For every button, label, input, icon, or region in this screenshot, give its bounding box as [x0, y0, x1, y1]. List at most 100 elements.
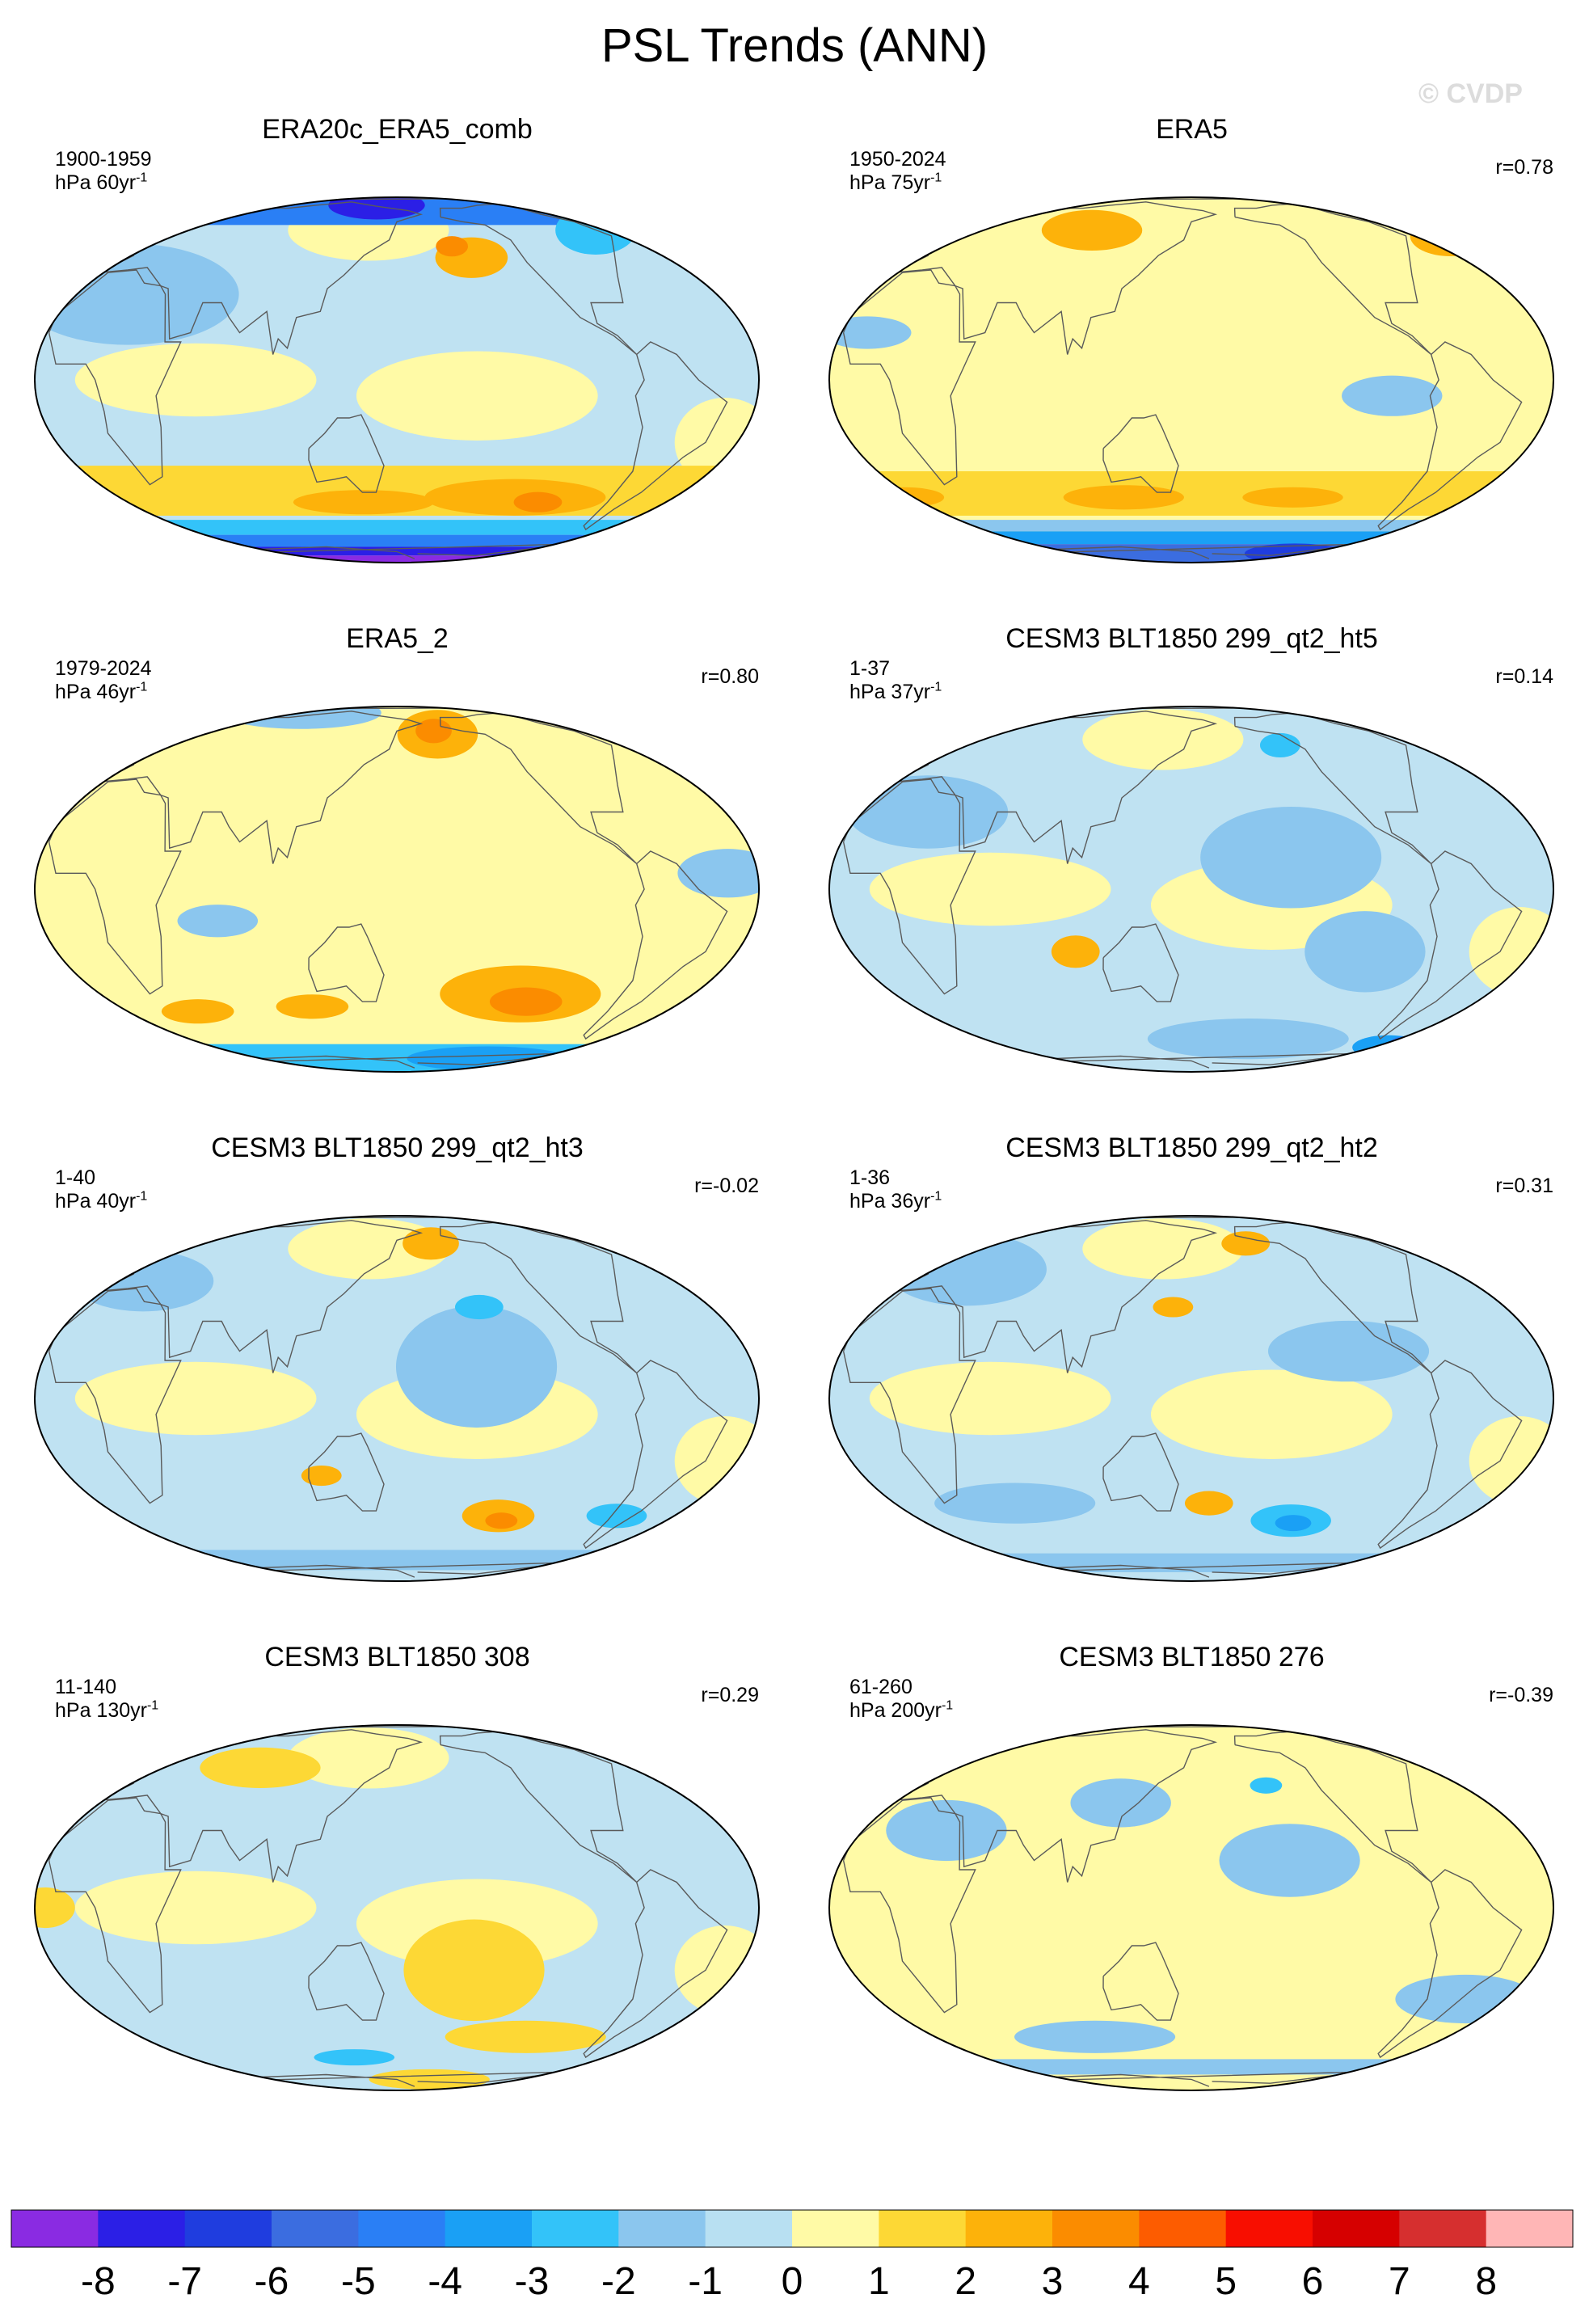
coastline — [583, 1869, 728, 2059]
trend-contour — [200, 1747, 321, 1788]
map-panel: CESM3 BLT1850 299_qt2_ht3 1-40 hPa 40yr-1 r… — [0, 1132, 794, 1643]
trend-contour — [886, 1799, 1007, 1862]
cvdp-watermark: © CVDP — [1418, 78, 1523, 109]
trend-band — [829, 520, 1553, 532]
colorbar-tick-label: 8 — [1475, 2260, 1497, 2303]
trend-contour — [445, 2020, 606, 2053]
pattern-correlation: r=0.80 — [701, 665, 759, 688]
colorbar-tick-label: 3 — [1042, 2260, 1064, 2303]
trend-contour — [436, 236, 469, 257]
world-map — [828, 1215, 1554, 1582]
trend-contour — [1352, 1035, 1425, 1060]
panel-years: 1-40 — [55, 1166, 96, 1189]
field-zone — [869, 852, 1111, 926]
panel-units: hPa 40yr-1 — [55, 1189, 147, 1213]
trend-contour — [1200, 806, 1382, 909]
colorbar-tick-label: 7 — [1389, 2260, 1410, 2303]
world-map — [34, 1724, 760, 2091]
field-zone — [1082, 709, 1244, 770]
world-map — [828, 1724, 1554, 2091]
trend-contour — [485, 1512, 518, 1529]
panel-units: hPa 36yr-1 — [849, 1189, 942, 1213]
units-text: hPa 37yr — [849, 681, 931, 703]
coastline — [1102, 923, 1179, 1002]
coastline — [308, 1942, 385, 2021]
trend-contour — [1041, 209, 1143, 251]
units-exponent: -1 — [930, 171, 942, 185]
pattern-correlation: r=0.14 — [1495, 665, 1553, 688]
field-zone — [674, 1925, 759, 2015]
field-zone — [869, 1361, 1111, 1436]
trend-contour — [934, 1483, 1096, 1524]
colorbar-cell — [11, 2210, 99, 2247]
colorbar: -8 -7 -6 -5 -4 -3 -2 -1 0 1 2 3 4 5 6 7 8 — [11, 2209, 1574, 2303]
pattern-correlation: r=0.29 — [701, 1684, 759, 1706]
map-panel: ERA20c_ERA5_comb 1900-1959 hPa 60yr-1 — [0, 113, 794, 624]
trend-contour — [885, 1232, 1047, 1306]
field-zone — [1150, 1369, 1393, 1459]
trend-band — [35, 555, 759, 563]
colorbar-tick-label: -2 — [601, 2260, 636, 2303]
trend-contour — [1153, 1297, 1194, 1318]
trend-contour — [276, 994, 349, 1019]
units-exponent: -1 — [136, 171, 148, 185]
colorbar-tick-label: -5 — [341, 2260, 376, 2303]
trend-contour — [1259, 732, 1300, 757]
trend-contour — [1410, 215, 1491, 257]
panel-title: CESM3 BLT1850 299_qt2_ht2 — [1005, 1132, 1378, 1163]
map-border — [34, 706, 760, 1073]
colorbar-cell — [879, 2210, 967, 2247]
colorbar-cell — [618, 2210, 706, 2247]
colorbar-tick-label: -4 — [428, 2260, 462, 2303]
units-text: hPa 75yr — [849, 171, 931, 194]
coastline — [1377, 341, 1523, 531]
colorbar-cell — [272, 2210, 359, 2247]
trend-contour — [1267, 1320, 1430, 1382]
units-exponent: -1 — [930, 1189, 942, 1204]
colorbar-cell — [1313, 2210, 1400, 2247]
colorbar-cell — [532, 2210, 619, 2247]
panel-title: CESM3 BLT1850 276 — [1059, 1642, 1325, 1672]
world-map — [828, 706, 1554, 1073]
field-zone — [356, 351, 598, 441]
map-border — [828, 196, 1554, 563]
units-text: hPa 40yr — [55, 1190, 137, 1213]
panel-title: ERA5 — [1156, 114, 1228, 145]
map-border — [828, 1724, 1554, 2091]
panel-years: 1979-2024 — [55, 657, 152, 680]
panel-title: CESM3 BLT1850 308 — [264, 1642, 530, 1672]
colorbar-tick-label: -1 — [688, 2260, 723, 2303]
colorbar-border — [11, 2209, 1574, 2248]
panel-units: hPa 37yr-1 — [849, 680, 942, 704]
colorbar-tick-label: 4 — [1128, 2260, 1150, 2303]
trend-contour — [1014, 2020, 1176, 2053]
trend-contour — [1221, 1231, 1271, 1256]
trend-contour — [1051, 935, 1100, 968]
colorbar-cell — [1139, 2210, 1227, 2247]
trend-band — [35, 520, 759, 535]
field-zone — [288, 1727, 449, 1789]
field-zone — [674, 1416, 759, 1506]
panel-years: 1-37 — [849, 657, 891, 680]
coastline — [48, 269, 182, 486]
field-zone — [1082, 1218, 1244, 1280]
map-panel: ERA5 1950-2024 hPa 75yr-1 r=0.78 — [794, 113, 1589, 624]
pattern-correlation: r=-0.02 — [694, 1175, 759, 1197]
field-background — [829, 1725, 1553, 2090]
trend-contour — [395, 1305, 558, 1428]
world-map — [34, 706, 760, 1073]
trend-contour — [1342, 375, 1443, 416]
trend-contour — [1070, 1778, 1171, 1828]
figure-title: PSL Trends (ANN) — [601, 19, 988, 72]
field-zone — [74, 1871, 317, 1945]
coastline — [1102, 414, 1179, 493]
pattern-correlation: r=0.78 — [1495, 156, 1553, 179]
trend-contour — [415, 719, 452, 744]
field-zone — [74, 343, 317, 417]
units-exponent: -1 — [136, 1189, 148, 1204]
coastline — [842, 1797, 976, 2014]
coastline — [308, 414, 385, 493]
colorbar-cells — [11, 2209, 1574, 2248]
units-text: hPa 60yr — [55, 171, 137, 194]
coastline — [1377, 1869, 1523, 2059]
